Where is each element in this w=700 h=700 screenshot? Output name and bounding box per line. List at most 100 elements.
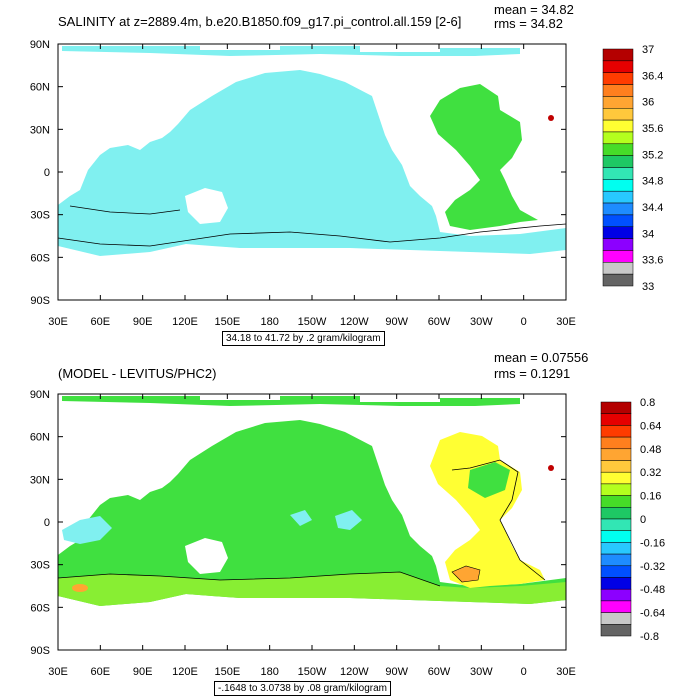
colorbar-label: 33 xyxy=(642,281,654,293)
y-tick-label: 30S xyxy=(30,210,50,222)
colorbar-swatch xyxy=(602,214,634,227)
panel2-pacific-cyan xyxy=(290,510,362,530)
y-tick-label: 0 xyxy=(44,517,50,529)
y-tick-label: 30N xyxy=(30,124,50,136)
panel1-contour xyxy=(57,223,567,247)
x-tick-label: 30W xyxy=(470,316,493,328)
x-tick-label: 0 xyxy=(521,666,527,678)
panel1-map xyxy=(57,43,567,301)
y-tick-label: 60S xyxy=(30,602,50,614)
colorbar-swatch xyxy=(602,48,634,62)
x-tick-label: 60W xyxy=(428,666,451,678)
colorbar-label: 37 xyxy=(642,44,654,56)
panel2-australia-land xyxy=(185,538,228,574)
x-tick-label: 120W xyxy=(340,666,369,678)
y-tick-label: 60S xyxy=(30,252,50,264)
colorbar-swatch xyxy=(602,84,634,97)
y-tick-label: 60N xyxy=(30,432,50,444)
x-tick-label: 180 xyxy=(260,316,278,328)
colorbar-label: -0.16 xyxy=(640,537,665,549)
x-tick-label: 150W xyxy=(298,316,327,328)
colorbar-label: 34 xyxy=(642,228,654,240)
colorbar-label: 0 xyxy=(640,514,646,526)
colorbar-swatch xyxy=(602,190,634,204)
y-tick-label: 90S xyxy=(30,645,50,657)
axis-layer: 30E 60E 90E 120E 150E 180 150W 120W 90W 60W 30W 0 30… xyxy=(30,39,576,678)
colorbar-swatch xyxy=(602,155,634,168)
colorbar-swatch xyxy=(600,413,632,426)
x-tick-label: 90E xyxy=(133,666,153,678)
x-tick-label: 150W xyxy=(298,666,327,678)
x-tick-label: 120W xyxy=(340,316,369,328)
colorbar-swatch xyxy=(600,483,632,496)
colorbar-label: 0.48 xyxy=(640,444,661,456)
colorbar-swatch xyxy=(602,202,634,216)
panel2-indian-cyan xyxy=(62,516,112,544)
panel2-arctic-ocean xyxy=(62,396,520,406)
y-tick-label: 90N xyxy=(30,389,50,401)
colorbar-swatch xyxy=(602,72,634,85)
panel1-contour-2 xyxy=(69,205,181,215)
x-tick-label: 30E xyxy=(556,666,576,678)
colorbar-swatch xyxy=(600,460,632,473)
panel2-contour xyxy=(57,571,441,587)
colorbar-swatch xyxy=(602,238,634,251)
colorbar-label: -0.48 xyxy=(640,584,665,596)
panel2-atlantic-green xyxy=(468,462,510,498)
colorbar-label: 35.2 xyxy=(642,149,663,161)
colorbar-swatch xyxy=(602,250,634,263)
x-tick-label: 120E xyxy=(172,316,198,328)
x-tick-label: 120E xyxy=(172,666,198,678)
colorbar-label: 35.6 xyxy=(642,123,663,135)
colorbar-swatch xyxy=(602,273,634,287)
x-tick-label: 150E xyxy=(214,316,240,328)
panel2-map xyxy=(57,393,567,651)
colorbar-swatch xyxy=(602,226,634,239)
colorbar-label: -0.8 xyxy=(640,631,659,643)
colorbar-swatch xyxy=(600,577,632,590)
colorbar-swatch xyxy=(600,471,632,485)
x-tick-label: 30W xyxy=(470,666,493,678)
x-tick-label: 90W xyxy=(385,316,408,328)
panel1-australia-land xyxy=(185,188,228,224)
colorbar-swatch xyxy=(602,143,634,156)
colorbar-swatch xyxy=(600,518,632,531)
colorbar-swatch xyxy=(600,553,632,567)
colorbar-swatch xyxy=(602,60,634,73)
panel2-mean: mean = 0.07556 xyxy=(494,350,589,365)
colorbar-swatch xyxy=(602,179,634,192)
colorbar-swatch xyxy=(600,495,632,508)
colorbar-label: 0.8 xyxy=(640,397,655,409)
y-tick-label: 0 xyxy=(44,167,50,179)
y-tick-label: 60N xyxy=(30,82,50,94)
colorbar-label: 0.32 xyxy=(640,467,661,479)
x-tick-label: 150E xyxy=(214,666,240,678)
colorbar-label: -0.32 xyxy=(640,561,665,573)
y-tick-label: 90N xyxy=(30,39,50,51)
colorbar-label: 36.4 xyxy=(642,70,663,82)
panel1-pacific-ocean xyxy=(58,70,566,256)
panel2-sw-orange xyxy=(72,584,88,592)
x-tick-label: 30E xyxy=(556,316,576,328)
colorbar-swatch xyxy=(600,448,632,461)
colorbar-label: 34.4 xyxy=(642,202,663,214)
y-tick-label: 30N xyxy=(30,474,50,486)
panel2-pacific-ocean xyxy=(58,420,566,606)
colorbar-label: -0.64 xyxy=(640,608,665,620)
colorbar-layer: 37 36.4 36 35.6 35.2 34.8 34.4 34 33.6 33 0.8 0.64 0… xyxy=(600,44,665,643)
colorbar-swatch xyxy=(602,96,634,109)
colorbar-swatch xyxy=(602,262,634,275)
colorbar-swatch xyxy=(600,425,632,438)
panel2-southern-band xyxy=(58,572,566,606)
colorbar-swatch xyxy=(600,565,632,578)
colorbar-swatch xyxy=(600,507,632,520)
colorbar-swatch xyxy=(602,108,634,121)
colorbar-swatch xyxy=(602,167,634,180)
colorbar-swatch xyxy=(600,624,632,637)
panel2-title: (MODEL - LEVITUS/PHC2) xyxy=(58,366,217,381)
x-tick-label: 180 xyxy=(260,666,278,678)
colorbar-swatch xyxy=(600,588,632,602)
colorbar-label: 0.64 xyxy=(640,420,661,432)
panel1-atlantic-ocean xyxy=(430,84,538,230)
